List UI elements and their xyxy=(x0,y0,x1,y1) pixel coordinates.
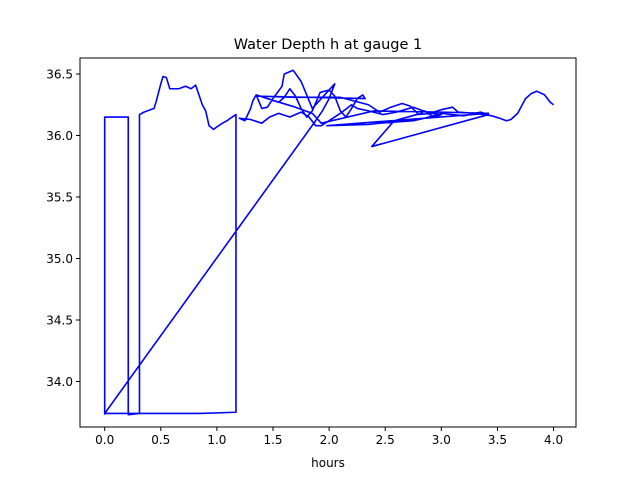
y-tick-label: 35.5 xyxy=(46,190,73,204)
x-tick-label: 2.5 xyxy=(376,433,395,447)
y-tick-label: 34.0 xyxy=(46,375,73,389)
axes-frame xyxy=(79,57,577,428)
x-axis-label: hours xyxy=(311,456,345,470)
x-tick-label: 2.0 xyxy=(320,433,339,447)
y-tick-label: 34.5 xyxy=(46,313,73,327)
x-tick-label: 0.0 xyxy=(95,433,114,447)
x-tick-label: 3.5 xyxy=(488,433,507,447)
x-tick-label: 1.0 xyxy=(207,433,226,447)
y-tick-label: 36.0 xyxy=(46,129,73,143)
x-tick-label: 0.5 xyxy=(151,433,170,447)
y-tick-label: 36.5 xyxy=(46,67,73,81)
x-tick-label: 4.0 xyxy=(544,433,563,447)
series-line-0 xyxy=(103,69,555,416)
y-tick-label: 35.0 xyxy=(46,252,73,266)
x-tick-label: 3.0 xyxy=(432,433,451,447)
chart-title: Water Depth h at gauge 1 xyxy=(234,37,422,53)
x-tick-label: 1.5 xyxy=(263,433,282,447)
axes: 0.0 0.5 1.0 1.5 2.0 2.5 3.0 3.5 4.0 34.0 34.5 35.0 3… xyxy=(46,57,577,447)
plot-area xyxy=(103,69,555,416)
